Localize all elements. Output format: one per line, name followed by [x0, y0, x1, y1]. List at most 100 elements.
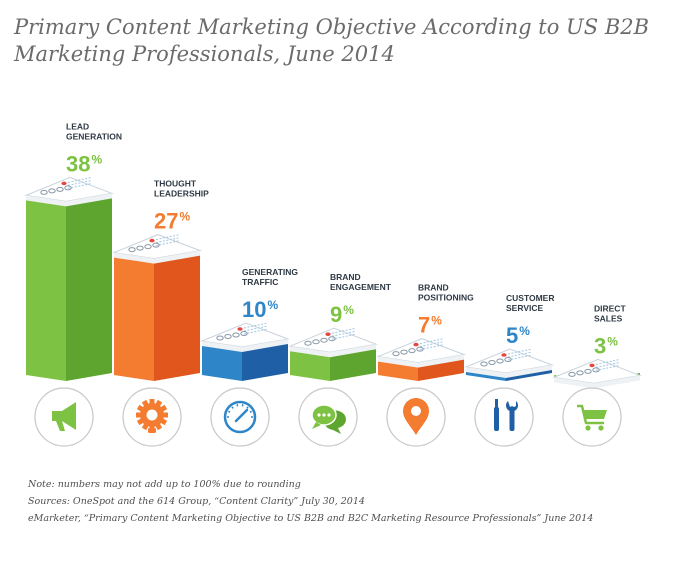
lid-button [149, 238, 155, 243]
lid-line [243, 328, 269, 335]
bar-lid-rim [26, 193, 112, 207]
lid-dot [144, 244, 152, 250]
chat-bubbles-icon [298, 387, 358, 447]
gear-tooth [149, 399, 155, 406]
lid-dot [576, 370, 584, 376]
lid-line [419, 338, 445, 345]
source-notes: Note: numbers may not add up to 100% due… [28, 476, 668, 527]
lid-dot [320, 337, 328, 343]
lid-dot [232, 332, 240, 338]
lid-line [155, 237, 181, 244]
lid-button [501, 353, 507, 357]
lid-dot [488, 360, 496, 365]
megaphone-icon [34, 387, 94, 447]
chart-title: Primary Content Marketing Objective Acco… [14, 15, 650, 66]
category-label: TRAFFIC [242, 277, 278, 287]
lid-dot [416, 346, 424, 352]
gear-bulb-icon [122, 387, 182, 447]
lid-button [589, 363, 595, 368]
category-label: CUSTOMER [506, 293, 555, 303]
lid-dot [136, 245, 144, 251]
note-sources: Sources: OneSpot and the 614 Group, “Con… [28, 496, 365, 507]
category-label: GENERATING [242, 267, 298, 277]
megaphone-body [52, 402, 76, 430]
lid-dot [312, 339, 320, 345]
cart-wheel [585, 425, 591, 431]
bar-lid-rim [378, 354, 464, 368]
category-label: THOUGHT [154, 179, 197, 189]
lid-button [325, 332, 331, 337]
bulb-base [148, 428, 156, 433]
lid-line [243, 322, 269, 329]
speedometer-icon [210, 387, 270, 447]
percent-sign: % [267, 298, 278, 312]
category-label: LEADERSHIP [154, 189, 209, 199]
lid-line [507, 348, 533, 355]
bulb [146, 409, 158, 421]
dial-tick [249, 410, 253, 413]
lid-dot [64, 185, 72, 191]
value-label: 27 [154, 209, 178, 234]
lid-line [67, 176, 93, 183]
lid-dot [56, 186, 64, 192]
lid-line [507, 354, 533, 361]
category-label: ENGAGEMENT [330, 282, 392, 292]
bar-lid-rim [202, 339, 288, 352]
category-label: LEAD [66, 121, 89, 131]
gear-tooth [149, 424, 155, 431]
dial-ring [223, 400, 257, 434]
percent-sign: % [343, 303, 354, 317]
lid-line [155, 240, 181, 247]
cart-basket [583, 410, 607, 419]
lid-dot [216, 335, 224, 341]
category-label: SALES [594, 313, 623, 323]
lid-button [61, 181, 67, 186]
pin-hole [411, 406, 421, 416]
icon-circle [474, 387, 534, 447]
pin-body [402, 397, 430, 435]
bubble-dot [322, 413, 326, 417]
lid-dot [408, 348, 416, 354]
bar-side-face [66, 193, 112, 381]
tools-icon [474, 387, 534, 447]
note-emarketer: eMarketer, “Primary Content Marketing Ob… [28, 513, 594, 524]
lid-dot [592, 367, 600, 373]
lid-line [331, 330, 357, 337]
category-label: GENERATION [66, 131, 122, 141]
value-label: 7 [418, 313, 430, 338]
category-label: DIRECT [594, 303, 626, 313]
category-label: BRAND [330, 272, 361, 282]
wrench-head [506, 401, 519, 412]
lid-dot [304, 340, 312, 346]
value-label: 10 [242, 297, 266, 322]
value-label: 9 [330, 302, 342, 327]
lid-dot [152, 242, 160, 248]
cart-wheel [598, 425, 604, 431]
dial-tick [227, 410, 231, 413]
lid-dot [400, 349, 408, 355]
bar-side-face [154, 250, 200, 381]
lid-line [331, 327, 357, 334]
value-label: 3 [594, 333, 606, 358]
category-label: SERVICE [506, 303, 543, 313]
dial-tick [246, 406, 249, 409]
lid-line [331, 333, 357, 340]
lid-dot [480, 361, 488, 367]
lid-line [595, 364, 621, 371]
value-label: 38 [66, 151, 90, 176]
percent-sign: % [431, 314, 442, 328]
bubble-dot [317, 413, 321, 417]
lid-button [413, 342, 419, 347]
dial-needle [234, 408, 249, 423]
bar-lid-rim [466, 365, 552, 378]
lid-dot [128, 247, 136, 253]
lid-line [507, 351, 533, 358]
bar-front-face [202, 341, 242, 381]
screwdriver-shaft [495, 399, 498, 408]
lid-line [595, 361, 621, 368]
